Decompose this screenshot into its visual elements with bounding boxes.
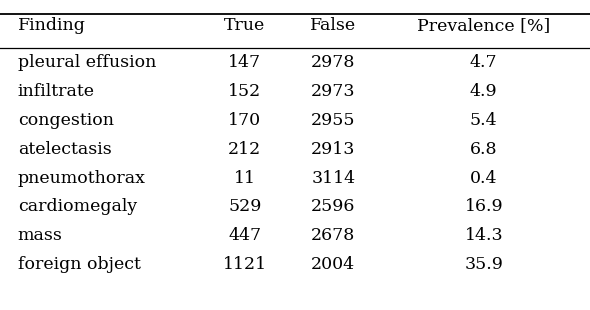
Text: 16.9: 16.9 — [464, 198, 503, 215]
Text: 2978: 2978 — [311, 54, 356, 71]
Text: 2004: 2004 — [312, 256, 355, 273]
Text: 529: 529 — [228, 198, 261, 215]
Text: 4.9: 4.9 — [470, 83, 497, 100]
Text: atelectasis: atelectasis — [18, 141, 112, 158]
Text: cardiomegaly: cardiomegaly — [18, 198, 137, 215]
Text: 5.4: 5.4 — [470, 112, 497, 129]
Text: 2913: 2913 — [311, 141, 356, 158]
Text: 2596: 2596 — [311, 198, 356, 215]
Text: 152: 152 — [228, 83, 261, 100]
Text: 35.9: 35.9 — [464, 256, 503, 273]
Text: 3114: 3114 — [312, 170, 355, 187]
Text: 1121: 1121 — [223, 256, 267, 273]
Text: 0.4: 0.4 — [470, 170, 497, 187]
Text: 6.8: 6.8 — [470, 141, 497, 158]
Text: False: False — [310, 17, 356, 34]
Text: pneumothorax: pneumothorax — [18, 170, 146, 187]
Text: Prevalence [%]: Prevalence [%] — [417, 17, 550, 34]
Text: 11: 11 — [234, 170, 256, 187]
Text: 2955: 2955 — [311, 112, 356, 129]
Text: 147: 147 — [228, 54, 261, 71]
Text: Finding: Finding — [18, 17, 86, 34]
Text: 14.3: 14.3 — [464, 227, 503, 244]
Text: True: True — [224, 17, 266, 34]
Text: 447: 447 — [228, 227, 261, 244]
Text: 4.7: 4.7 — [470, 54, 497, 71]
Text: infiltrate: infiltrate — [18, 83, 95, 100]
Text: congestion: congestion — [18, 112, 114, 129]
Text: foreign object: foreign object — [18, 256, 140, 273]
Text: 212: 212 — [228, 141, 261, 158]
Text: 2678: 2678 — [312, 227, 355, 244]
Text: 2973: 2973 — [311, 83, 356, 100]
Text: mass: mass — [18, 227, 63, 244]
Text: 170: 170 — [228, 112, 261, 129]
Text: pleural effusion: pleural effusion — [18, 54, 156, 71]
